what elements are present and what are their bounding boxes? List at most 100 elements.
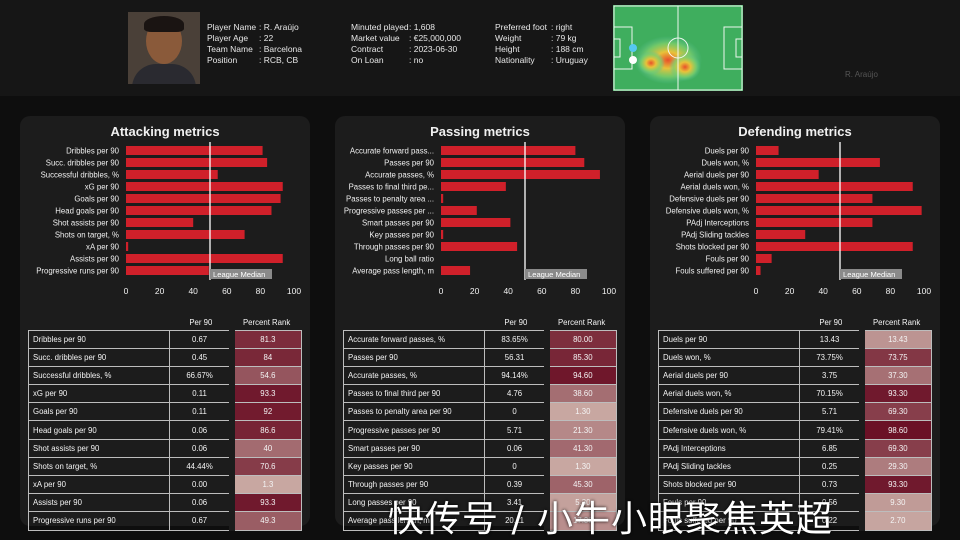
info-key: Contract (351, 44, 384, 54)
metric-name: Passes to final third per 90 (342, 384, 486, 404)
median-label-box (210, 269, 272, 279)
info-row: Market value: €25,000,000 (351, 33, 461, 44)
info-row: On Loan: no (351, 55, 461, 66)
category-label: Head goals per 90 (55, 207, 119, 216)
bar (441, 146, 576, 155)
per90-value: 73.75% (799, 347, 863, 367)
player-info-physical: Preferred foot: right Weight: 79 kg Height… (495, 22, 588, 66)
player-info-contract: Minuted played: 1,608 Market value: €25,0… (351, 22, 461, 66)
table-row: PAdj Interceptions 6.85 69.30 (657, 438, 932, 458)
bar (756, 158, 880, 167)
info-value: : 79 kg (551, 33, 577, 43)
x-tick-label: 100 (917, 286, 931, 296)
table-row: Defensive duels won, % 79.41% 98.60 (657, 420, 932, 440)
per90-value: 0.67 (169, 511, 233, 531)
column-header: Per 90 (819, 318, 843, 328)
percent-rank-value: 85.30 (543, 347, 617, 367)
panel-title: Attacking metrics (110, 124, 220, 139)
bar (756, 194, 873, 203)
info-key: Nationality (495, 55, 535, 65)
per90-value: 13.43 (799, 329, 863, 349)
bar (126, 206, 272, 215)
info-value: : 188 cm (551, 44, 584, 54)
per90-value: 0.06 (169, 420, 233, 440)
metric-name: Smart passes per 90 (342, 438, 486, 458)
per90-value: 0.67 (169, 329, 233, 349)
table-row: Accurate passes, % 94.14% 94.60 (342, 365, 617, 386)
table-row: Passes to final third per 90 4.76 38.60 (342, 384, 617, 404)
per90-value: 70.15% (799, 384, 863, 404)
median-label-box (840, 269, 902, 279)
player-photo (128, 12, 200, 84)
per90-value: 0.45 (169, 347, 233, 367)
metric-name: xG per 90 (27, 384, 171, 404)
table-header-row: Per 90 Percent Rank (659, 316, 932, 330)
per90-value: 44.44% (169, 456, 233, 477)
per90-value: 94.14% (484, 365, 548, 386)
panel-title: Passing metrics (430, 124, 530, 139)
column-header: Percent Rank (242, 318, 291, 328)
table-row: Shots on target, % 44.44% 70.6 (27, 456, 302, 477)
column-header: Percent Rank (872, 318, 921, 328)
category-label: Passes per 90 (384, 159, 435, 168)
table-header-row: Per 90 Percent Rank (29, 316, 302, 330)
table-row: Key passes per 90 0 1.30 (342, 456, 617, 477)
table-row: Fouls suffered per 90 0.22 2.70 (657, 511, 932, 531)
x-tick-label: 100 (602, 286, 616, 296)
info-value: : 2023-06-30 (409, 44, 458, 54)
metrics-table: Per 90 Percent Rank Dribbles per 90 0.67 81.… (27, 316, 302, 531)
bar (756, 170, 819, 179)
category-label: Progressive passes per ... (344, 207, 434, 216)
category-label: Assists per 90 (70, 255, 120, 264)
bar (441, 182, 506, 191)
table-row: Progressive passes per 90 5.71 21.30 (342, 420, 617, 440)
info-row: Preferred foot: right (495, 22, 588, 33)
category-label: PAdj Interceptions (686, 219, 749, 228)
per90-value: 4.76 (484, 384, 548, 404)
info-row: Minuted played: 1,608 (351, 22, 461, 33)
heatmap-pitch (613, 5, 743, 91)
table-row: Shot assists per 90 0.06 40 (27, 438, 302, 458)
table-row: Passes per 90 56.31 85.30 (342, 347, 617, 367)
table-row: Defensive duels per 90 5.71 69.30 (657, 402, 932, 422)
info-key: Team Name (207, 44, 253, 54)
x-tick-label: 0 (439, 286, 444, 296)
x-tick-label: 20 (470, 286, 480, 296)
metric-name: Accurate forward passes, % (342, 329, 486, 349)
watermark-text: 快传号 / 小牛小眼聚焦英超 (388, 499, 834, 540)
bar (126, 170, 218, 179)
info-key: Height (495, 44, 520, 54)
player-info-basic: Player Name: R. Araújo Player Age: 22 Team… (207, 22, 302, 66)
table-row: Succ. dribbles per 90 0.45 84 (27, 347, 302, 367)
table-row: Duels per 90 13.43 13.43 (657, 329, 932, 349)
percent-rank-value: 98.60 (858, 420, 932, 440)
bar-chart: Duels per 90 Duels won, % Aerial duels per… (666, 142, 931, 296)
category-label: Fouls per 90 (706, 255, 750, 264)
heatmap-marker-icon (629, 44, 637, 52)
info-row: Team Name: Barcelona (207, 44, 302, 55)
metric-name: Through passes per 90 (342, 474, 486, 495)
bar (441, 266, 471, 275)
x-tick-label: 0 (754, 286, 759, 296)
attacking-panel: Attacking metrics Dribbles per 90 Succ. d… (20, 116, 310, 531)
bar (441, 206, 477, 215)
bar (756, 182, 913, 191)
table-row: Duels won, % 73.75% 73.75 (657, 347, 932, 367)
x-tick-label: 80 (886, 286, 896, 296)
info-value: : R. Araújo (259, 22, 299, 32)
info-row: Player Age: 22 (207, 33, 302, 44)
per90-value: 83.65% (484, 329, 548, 349)
bar (441, 230, 444, 239)
bar (126, 266, 209, 275)
percent-rank-value: 86.6 (228, 420, 302, 440)
metric-name: Key passes per 90 (342, 456, 486, 477)
metric-name: Duels won, % (657, 347, 801, 367)
bar (126, 158, 268, 167)
table-row: Head goals per 90 0.06 86.6 (27, 420, 302, 440)
per90-value: 0.00 (169, 474, 233, 495)
percent-rank-value: 1.3 (228, 474, 302, 495)
player-header: Player Name: R. Araújo Player Age: 22 Team… (0, 0, 960, 96)
table-row: xA per 90 0.00 1.3 (27, 474, 302, 495)
info-value: : 1,608 (409, 22, 435, 32)
info-key: Player Name (207, 22, 257, 32)
